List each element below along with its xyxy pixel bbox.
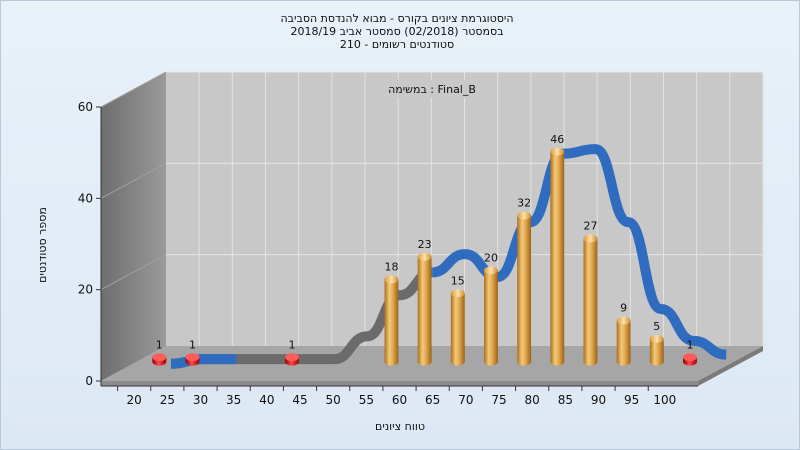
x-tick-label: 45: [292, 393, 307, 407]
x-tick-label: 95: [624, 393, 639, 407]
bar-top: [484, 266, 498, 275]
chart-title-line-1: היסטוגרמת ציונים בקורס - מבוא להנדסת הסב…: [280, 12, 513, 25]
bar-body: [550, 151, 565, 366]
bar-top: [152, 353, 167, 362]
x-tick-label: 100: [653, 393, 676, 407]
bar-top: [616, 316, 631, 325]
floor-right-edge: [698, 346, 763, 386]
bar-70: 20: [484, 252, 498, 366]
bar-95: 5: [649, 320, 664, 366]
x-axis-label: טווח ציונים: [375, 420, 425, 433]
bar-value-label: 1: [288, 338, 295, 351]
curve-segment-start: [170, 354, 237, 369]
bar-top: [649, 335, 664, 343]
bar-body: [649, 338, 664, 366]
x-tick-label: 30: [193, 393, 208, 407]
bar-value-label: 32: [517, 197, 531, 210]
bar-80: 46: [550, 133, 564, 366]
bar-75: 32: [517, 197, 531, 366]
bar-90: 9: [616, 302, 631, 366]
bar-body: [450, 293, 465, 366]
x-tick-label: 75: [491, 393, 506, 407]
bars-group: 1 1 1 18 23 15 20 32 46 27 9 5 1: [152, 133, 697, 366]
bar-body: [417, 256, 432, 366]
bar-value-label: 18: [384, 261, 398, 274]
bar-60: 23: [418, 238, 432, 366]
bar-value-label: 23: [418, 238, 432, 251]
bar-body: [517, 215, 532, 366]
x-tick-label: 80: [525, 393, 540, 407]
bar-20: 1: [152, 338, 167, 366]
bar-100: 1: [683, 338, 697, 366]
x-tick-label: 55: [359, 393, 374, 407]
side-wall: [101, 72, 166, 381]
x-tick-label: 60: [392, 393, 407, 407]
bar-top: [417, 252, 432, 261]
task-annotation-box: במשימה : Final_B: [384, 80, 484, 98]
y-axis-label: מספר סטודנטים: [36, 207, 49, 283]
chart-title-line-2: בסמסטר (02/2018) סמסטר אביב 2018/19: [290, 25, 503, 38]
bar-top: [185, 353, 200, 362]
bar-value-label: 9: [620, 302, 627, 315]
grid-line-wall: [100, 71, 167, 108]
bar-body: [583, 238, 598, 366]
bar-body: [484, 270, 498, 366]
bar-top: [285, 353, 299, 362]
x-tick-label: 20: [127, 393, 142, 407]
bar-55: 18: [384, 261, 398, 366]
x-tick-label: 35: [226, 393, 241, 407]
x-tick-label: 70: [458, 393, 473, 407]
bar-body: [384, 279, 399, 366]
floor-front-edge: [101, 381, 698, 386]
bar-value-label: 1: [189, 338, 196, 351]
x-tick-label: 50: [326, 393, 341, 407]
bar-value-label: 1: [156, 338, 163, 351]
y-tick-label: 20: [78, 283, 93, 297]
grid-line-wall: [100, 254, 167, 291]
bar-top: [683, 353, 697, 362]
bar-value-label: 46: [550, 133, 564, 146]
x-tick-label: 40: [259, 393, 274, 407]
bar-85: 27: [583, 220, 597, 366]
bar-value-label: 15: [451, 274, 465, 287]
y-tick-label: 0: [85, 374, 93, 388]
x-tick-label: 90: [591, 393, 606, 407]
bar-top: [384, 275, 399, 284]
bar-value-label: 1: [686, 338, 693, 351]
bar-25: 1: [185, 338, 200, 366]
x-tick-label: 85: [558, 393, 573, 407]
task-annotation: במשימה : Final_B: [388, 83, 476, 96]
grid-line-wall: [100, 162, 167, 199]
x-tick-labels: 20 25 30 35 40 45 50 55 60 65 70 75 80 85 90 95 100: [101, 385, 698, 407]
chart-title-line-3: סטודנטים רשומים - 210: [340, 38, 454, 51]
y-tick-label: 60: [78, 100, 93, 114]
x-tick-label: 25: [160, 393, 175, 407]
bar-body: [616, 320, 631, 366]
bar-value-label: 27: [583, 220, 597, 233]
bar-top: [583, 234, 598, 243]
bar-value-label: 20: [484, 252, 498, 265]
bar-top: [517, 211, 532, 220]
bar-65: 15: [450, 274, 465, 366]
x-tick-label: 65: [425, 393, 440, 407]
y-tick-labels: 0 20 40 60: [78, 100, 101, 388]
bar-40: 1: [285, 338, 299, 366]
y-tick-label: 40: [78, 191, 93, 205]
bar-top: [450, 289, 465, 298]
bar-top: [550, 147, 565, 156]
bar-value-label: 5: [653, 320, 660, 333]
